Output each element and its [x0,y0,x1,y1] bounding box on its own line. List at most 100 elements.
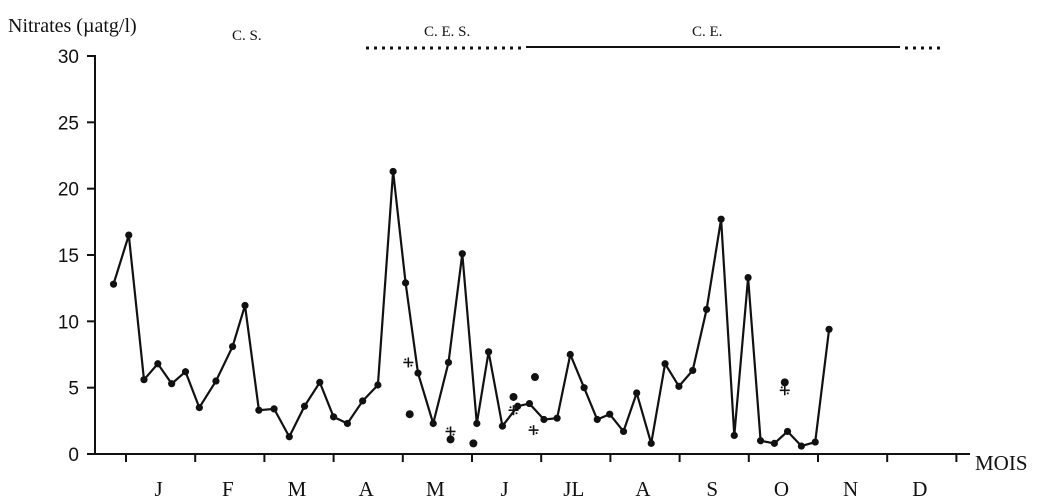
data-point [619,427,628,436]
data-point [359,397,367,405]
data-point [195,403,203,412]
data-point [429,419,437,428]
data-point [374,381,382,389]
y-tick-label: 5 [68,379,79,400]
data-point [770,439,778,447]
data-point [811,438,819,446]
month-label: J [155,477,163,498]
month-label: F [222,477,234,498]
cross-mark [445,426,456,437]
cross-mark [779,385,790,396]
cross-mark [508,405,519,416]
y-tick-label: 30 [58,47,79,68]
x-ticks: J F M A M J JL A S O N D [125,454,958,498]
period-label-ce: C. E. [692,24,722,40]
data-point [593,415,601,424]
month-label: O [774,477,789,498]
data-point [140,376,148,384]
cross-mark-dot [529,426,532,429]
data-point [553,414,561,422]
isolated-dot [446,435,455,444]
y-tick-label: 25 [58,113,79,134]
data-point [270,405,278,413]
cross-mark-dot [515,412,518,415]
cross-mark-dot [780,386,783,389]
y-tick-label: 15 [58,246,79,267]
isolated-dot [530,373,539,382]
period-label-cs: C. S. [232,28,262,44]
data-point [241,301,249,310]
cross-mark [528,425,539,436]
data-point [566,350,574,359]
y-ticks: 0 5 10 15 20 25 30 [58,47,95,466]
isolated-dot [469,439,478,448]
data-point [540,415,548,424]
data-point [300,402,309,410]
data-points [109,167,833,450]
data-point [633,389,641,397]
data-point [744,273,752,282]
cross-mark [403,357,414,368]
month-label: M [426,477,445,498]
data-point [756,437,765,445]
month-label: A [635,477,651,498]
data-point [329,413,338,421]
data-point [661,360,669,368]
data-point [485,348,493,356]
cross-mark-dot [410,364,413,367]
cross-mark-dot [535,432,538,435]
data-point [389,167,397,176]
data-point [343,419,352,428]
data-point [228,342,237,351]
cross-mark-dot [404,358,407,361]
data-point [797,442,805,450]
y-axis-label: Nitrates (µatg/l) [8,15,137,37]
data-point [444,358,453,367]
data-point [316,378,324,386]
data-point [606,410,614,418]
cross-mark-dot [786,392,789,395]
month-label: J [501,477,509,498]
data-point [458,250,466,258]
data-point [473,419,481,428]
data-point [401,279,410,287]
data-point [285,433,293,441]
data-point [675,382,683,390]
data-point [498,422,507,430]
month-label: D [912,477,927,498]
month-label: A [359,477,375,498]
data-point [255,406,263,414]
data-point [783,427,792,436]
data-point [181,368,190,376]
data-point [212,377,220,385]
period-label-ces: C. E. S. [424,24,470,40]
isolated-dot [509,392,518,401]
x-axis-label: MOIS [975,451,1028,475]
data-point [717,215,725,223]
series-line [112,171,831,448]
cross-mark-dot [509,406,512,409]
month-label: M [288,477,307,498]
data-point [514,402,522,410]
data-point [689,366,697,375]
data-point [414,369,422,377]
data-point [125,231,133,239]
month-label: S [706,477,718,498]
month-label: JL [563,477,584,498]
month-label: N [843,477,858,498]
data-point [730,431,738,440]
data-point [154,360,162,368]
y-tick-label: 20 [58,180,79,201]
data-point [825,325,833,333]
data-point [525,399,534,408]
data-point [702,305,711,313]
y-tick-label: 0 [68,445,79,466]
isolated-dot [405,410,414,419]
isolated-dot [780,378,789,387]
cross-mark-dot [452,433,455,436]
data-point [168,380,176,388]
extra-marks [403,357,790,448]
y-tick-label: 10 [58,312,79,333]
cross-mark-dot [446,427,449,430]
